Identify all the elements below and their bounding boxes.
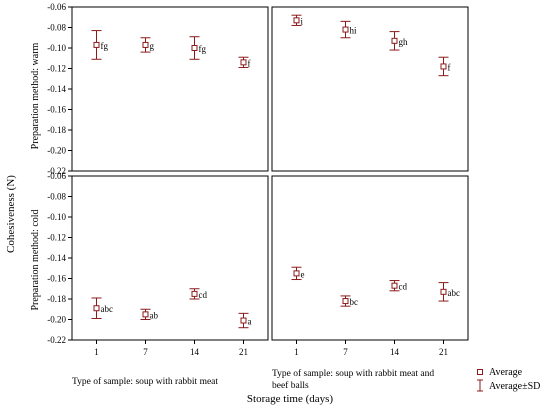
average-marker xyxy=(191,45,198,51)
average-marker xyxy=(191,290,198,297)
panel-frame xyxy=(71,6,269,172)
y-tick-label: -0.18 xyxy=(47,294,66,304)
panel-frame xyxy=(271,175,469,341)
significance-label: i xyxy=(301,16,304,26)
panels: -0.06 -0.08 -0.10 -0.12 -0.14 -0.16 -0.18 -0.20… xyxy=(47,2,540,392)
y-tick-label: -0.20 xyxy=(47,315,66,325)
significance-label: fg xyxy=(101,41,109,51)
significance-label: cd xyxy=(399,282,408,292)
y-tick-label: -0.10 xyxy=(47,212,66,222)
significance-label: gh xyxy=(399,37,409,47)
x-tick-label: 1 xyxy=(294,347,299,357)
x-tick-label: 21 xyxy=(439,347,448,357)
panel-frame xyxy=(271,6,469,172)
average-marker xyxy=(240,317,247,324)
panel-frame xyxy=(71,175,269,341)
significance-label: fg xyxy=(199,44,207,54)
row-label-top: Preparation method: warm xyxy=(30,42,41,149)
average-marker xyxy=(440,63,447,70)
significance-label: bc xyxy=(350,297,359,307)
average-marker xyxy=(293,17,300,24)
column-label: beef balls xyxy=(272,380,309,391)
significance-label: e xyxy=(301,269,305,279)
legend-sd-label: Average±SD xyxy=(489,381,540,392)
x-tick-label: 7 xyxy=(343,347,348,357)
x-tick-label: 1 xyxy=(94,347,99,357)
average-marker xyxy=(342,26,349,33)
legend-average-marker xyxy=(477,369,483,375)
y-axis-title: Cohesiveness (N) xyxy=(5,175,17,253)
significance-label: hi xyxy=(350,26,358,36)
significance-label: abc xyxy=(448,288,461,298)
average-marker xyxy=(93,41,100,48)
legend-average-label: Average xyxy=(489,367,523,378)
average-marker xyxy=(240,59,247,66)
significance-label: cd xyxy=(199,290,208,300)
y-tick-label: -0.16 xyxy=(47,105,66,115)
significance-label: abc xyxy=(101,304,114,314)
y-tick-label: -0.08 xyxy=(47,23,66,33)
y-tick-label: -0.20 xyxy=(47,146,66,156)
x-tick-label: 14 xyxy=(390,347,400,357)
y-tick-label: -0.18 xyxy=(47,125,66,135)
significance-label: a xyxy=(248,317,252,327)
average-marker xyxy=(142,311,149,318)
x-tick-label: 7 xyxy=(143,347,148,357)
y-tick-label: -0.12 xyxy=(47,64,66,74)
average-marker xyxy=(391,37,398,44)
y-tick-label: -0.22 xyxy=(47,335,66,345)
average-marker xyxy=(293,270,300,277)
x-tick-label: 14 xyxy=(190,347,200,357)
average-marker xyxy=(142,41,149,48)
average-marker xyxy=(440,288,447,295)
significance-label: ab xyxy=(150,310,159,320)
y-tick-label: -0.06 xyxy=(47,171,66,181)
y-tick-label: -0.14 xyxy=(47,253,66,263)
y-tick-label: -0.10 xyxy=(47,43,66,53)
significance-label: f xyxy=(248,58,251,68)
row-label-bottom: Preparation method: cold xyxy=(30,209,41,310)
y-tick-label: -0.14 xyxy=(47,84,66,94)
average-marker xyxy=(93,305,100,312)
column-label: Type of sample: soup with rabbit meat an… xyxy=(272,368,434,379)
x-axis-title: Storage time (days) xyxy=(247,393,333,405)
column-label: Type of sample: soup with rabbit meat xyxy=(72,376,218,387)
average-marker xyxy=(342,298,349,305)
y-tick-label: -0.16 xyxy=(47,274,66,284)
significance-label: g xyxy=(150,41,155,51)
average-marker xyxy=(391,282,398,289)
y-tick-label: -0.08 xyxy=(47,192,66,202)
y-tick-label: -0.06 xyxy=(47,2,66,12)
x-tick-label: 21 xyxy=(239,347,248,357)
y-tick-label: -0.12 xyxy=(47,233,66,243)
significance-label: f xyxy=(448,62,451,72)
y-tick-label: -0.22 xyxy=(47,166,66,176)
